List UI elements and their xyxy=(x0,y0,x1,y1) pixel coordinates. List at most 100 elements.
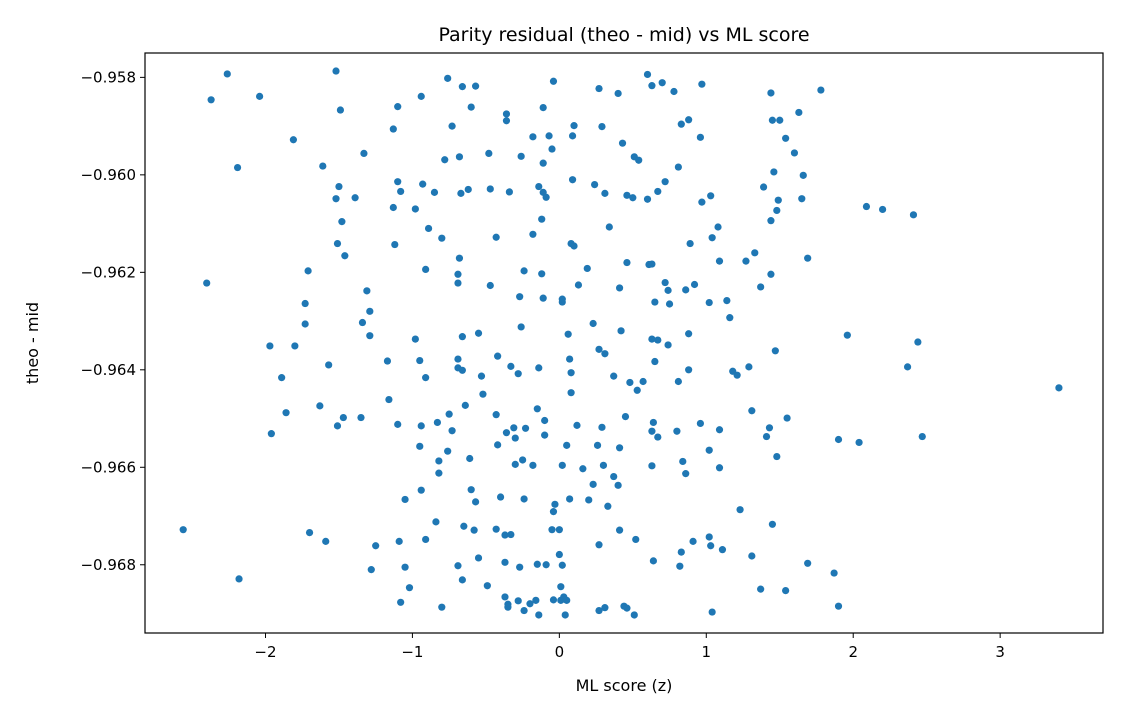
data-point xyxy=(507,530,515,539)
data-point xyxy=(748,552,756,560)
data-point xyxy=(383,357,392,365)
data-point xyxy=(416,356,424,365)
data-point xyxy=(411,335,419,343)
data-point xyxy=(411,205,419,213)
data-point xyxy=(664,286,672,294)
data-point xyxy=(768,520,777,528)
data-point xyxy=(742,257,750,265)
data-point xyxy=(529,133,537,141)
data-point xyxy=(651,298,659,306)
data-point xyxy=(682,470,690,478)
data-point xyxy=(207,96,215,104)
data-point xyxy=(474,554,483,562)
data-point xyxy=(529,461,537,469)
data-point xyxy=(615,526,624,534)
data-point xyxy=(804,559,812,567)
data-point xyxy=(630,611,638,619)
data-point xyxy=(685,366,693,374)
data-point xyxy=(438,603,446,611)
data-point xyxy=(501,593,509,601)
data-point xyxy=(583,264,591,273)
data-point xyxy=(676,562,684,570)
data-point xyxy=(474,329,483,337)
data-point xyxy=(782,587,790,595)
data-point xyxy=(526,600,534,608)
data-point xyxy=(454,270,462,278)
data-point xyxy=(757,283,765,291)
data-point xyxy=(422,265,430,273)
data-point xyxy=(909,211,918,219)
data-point xyxy=(389,203,397,212)
data-point xyxy=(718,546,727,554)
data-point xyxy=(233,163,242,172)
data-point xyxy=(535,182,543,191)
data-point xyxy=(673,427,681,435)
data-point xyxy=(322,537,330,545)
data-point xyxy=(541,416,549,425)
data-point xyxy=(301,299,309,308)
data-point xyxy=(282,409,290,417)
data-point xyxy=(601,350,609,358)
data-point xyxy=(496,493,505,501)
data-point xyxy=(643,195,652,203)
data-point xyxy=(278,374,286,382)
data-point xyxy=(715,426,724,434)
data-point xyxy=(705,298,713,307)
data-points xyxy=(179,67,1063,619)
data-point xyxy=(782,134,790,142)
data-point xyxy=(457,189,465,197)
data-point xyxy=(579,465,587,473)
data-point xyxy=(444,447,452,455)
data-point xyxy=(914,338,922,346)
data-point xyxy=(561,611,569,619)
data-point xyxy=(696,133,705,141)
data-point xyxy=(316,402,324,410)
data-point xyxy=(595,345,603,353)
data-point xyxy=(558,461,566,469)
data-point xyxy=(492,525,500,533)
data-point xyxy=(501,531,509,539)
data-point xyxy=(733,371,741,379)
data-point xyxy=(767,217,775,225)
data-point xyxy=(674,163,682,171)
x-tick-label: 2 xyxy=(848,643,858,661)
data-point xyxy=(517,152,525,160)
data-point xyxy=(635,156,643,164)
data-point xyxy=(765,424,774,432)
y-axis-ticks: −0.958 −0.960 −0.962 −0.964 −0.966 −0.968 xyxy=(80,68,145,574)
data-point xyxy=(363,287,371,295)
data-point xyxy=(519,456,527,464)
data-point xyxy=(505,188,513,196)
data-point xyxy=(535,364,543,372)
data-point xyxy=(332,67,340,75)
y-axis-label: theo - mid xyxy=(23,302,42,384)
data-point xyxy=(601,604,609,612)
data-point xyxy=(686,239,694,248)
data-point xyxy=(514,597,522,605)
data-point xyxy=(539,103,547,112)
data-point xyxy=(643,70,652,79)
data-point xyxy=(708,234,716,242)
data-point xyxy=(419,180,427,188)
data-point xyxy=(367,566,375,574)
data-point xyxy=(570,242,578,250)
data-point xyxy=(773,206,781,215)
data-point xyxy=(517,323,525,331)
data-point xyxy=(567,369,575,377)
data-point xyxy=(504,603,512,611)
data-point xyxy=(289,136,297,144)
data-point xyxy=(325,361,333,369)
data-point xyxy=(615,284,624,292)
data-point xyxy=(830,569,838,577)
data-point xyxy=(654,336,662,344)
data-point xyxy=(441,156,449,164)
data-point xyxy=(335,182,343,191)
data-point xyxy=(267,430,275,438)
data-point xyxy=(542,561,550,569)
data-point xyxy=(654,433,662,441)
data-point xyxy=(615,444,624,452)
data-point xyxy=(535,611,543,619)
data-point xyxy=(843,331,851,339)
data-point xyxy=(707,192,715,200)
data-point xyxy=(748,407,756,415)
